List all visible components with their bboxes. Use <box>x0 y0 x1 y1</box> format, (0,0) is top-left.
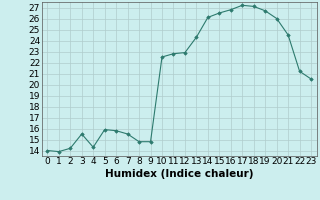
X-axis label: Humidex (Indice chaleur): Humidex (Indice chaleur) <box>105 169 253 179</box>
